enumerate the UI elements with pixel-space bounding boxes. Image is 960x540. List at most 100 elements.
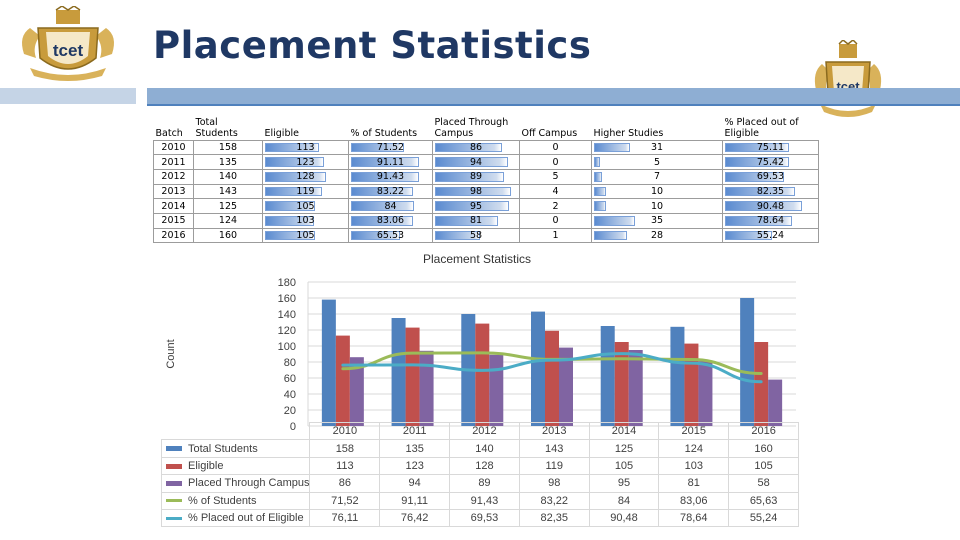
table-cell-pct_students: 91.11 (348, 154, 433, 170)
data-label: 86 (309, 474, 381, 493)
legend-label: Placed Through Campus (188, 477, 310, 490)
chart-title: Placement Statistics (422, 252, 532, 266)
bar-placed-through-campus-2013 (559, 347, 573, 426)
cell-value: 94 (469, 156, 483, 168)
data-label: 125 (588, 439, 660, 458)
table-cell-off: 2 (519, 198, 592, 214)
table-cell-eligible: 113 (262, 139, 349, 155)
bar-total-students-2011 (391, 318, 406, 426)
cell-value: 86 (469, 141, 483, 153)
legend-entry: Total Students (160, 439, 311, 458)
data-bar (265, 157, 324, 167)
y-tick-label: 60 (284, 373, 296, 385)
tcet-logo-right: tcet (812, 40, 884, 120)
x-tick-label: 2011 (379, 421, 451, 441)
table-cell-higher: 7 (591, 168, 723, 185)
table-cell-total: 160 (193, 227, 263, 244)
table-cell-batch: 2015 (153, 212, 194, 229)
table-cell-higher: 10 (591, 198, 723, 214)
data-bar (435, 171, 504, 182)
data-label: 119 (518, 456, 590, 476)
cell-value: 90.48 (756, 200, 785, 212)
svg-text:tcet: tcet (53, 41, 84, 60)
cell-value: 10 (650, 185, 664, 197)
cell-value: 140 (218, 171, 238, 183)
bar-eligible-2014 (614, 342, 629, 426)
data-bar (594, 142, 631, 153)
cell-value: 81 (469, 215, 483, 227)
data-label: 71,52 (309, 491, 381, 510)
data-bar (594, 230, 627, 241)
data-label: 78,64 (658, 508, 730, 528)
table-cell-pct_students: 91.43 (348, 168, 433, 185)
table-cell-total: 135 (193, 154, 263, 170)
y-tick-label: 140 (278, 309, 296, 321)
data-bar (265, 142, 320, 153)
col-header-placed: Placed Through Campus (434, 116, 509, 139)
table-cell-higher: 10 (591, 183, 723, 199)
data-bar (351, 142, 405, 153)
data-bar (351, 157, 420, 167)
data-label: 103 (658, 456, 730, 476)
table-cell-batch: 2011 (153, 154, 194, 170)
data-label: 82,35 (518, 508, 590, 528)
x-tick-label: 2010 (309, 421, 381, 441)
table-cell-off: 0 (519, 154, 592, 170)
cell-value: 125 (218, 200, 238, 212)
cell-value: 128 (296, 171, 315, 183)
legend-label: Total Students (188, 442, 258, 455)
cell-value: 4 (552, 185, 559, 197)
table-cell-pct_placed: 75.11 (722, 139, 819, 155)
data-label: 89 (449, 474, 520, 493)
cell-value: 2 (552, 200, 559, 212)
bar-total-students-2016 (740, 298, 755, 426)
cell-value: 105 (296, 200, 315, 212)
data-bar (725, 186, 796, 197)
cell-value: 105 (296, 229, 315, 241)
table-cell-batch: 2010 (153, 139, 194, 155)
legend-swatch (166, 446, 182, 452)
bar-placed-through-campus-2010 (349, 357, 364, 426)
table-cell-pct_placed: 90.48 (722, 198, 819, 214)
table-cell-pct_students: 83.06 (348, 212, 433, 229)
y-tick-label: 80 (284, 357, 296, 369)
data-bar (725, 157, 790, 167)
table-row: 2014 125 105 84 95 2 10 90.48 (153, 198, 819, 214)
data-bar (725, 230, 773, 241)
data-label: 124 (658, 439, 730, 458)
data-bar (351, 186, 414, 197)
data-bar (594, 215, 635, 226)
data-label: 65,63 (728, 491, 799, 510)
col-header-higher: Higher Studies (593, 127, 664, 139)
cell-value: 113 (296, 141, 315, 153)
placement-chart: Count 0 20 40 60 80 100 120 140 160 180 (160, 270, 805, 435)
table-cell-placed: 94 (432, 154, 520, 170)
data-bar (351, 171, 420, 182)
data-bar (725, 215, 793, 226)
data-label: 105 (588, 456, 660, 476)
y-tick-label: 180 (278, 277, 296, 289)
cell-value: 55.24 (756, 229, 785, 241)
cell-value: 75.42 (756, 156, 785, 168)
data-bar (435, 157, 508, 167)
tcet-logo-left: tcet (16, 6, 120, 82)
cell-value: 123 (296, 156, 315, 168)
table-cell-batch: 2013 (153, 183, 194, 199)
cell-value: 83.22 (376, 185, 405, 197)
table-cell-off: 0 (519, 212, 592, 229)
cell-value: 2016 (161, 229, 186, 241)
data-label: 140 (449, 439, 520, 458)
bar-total-students-2010 (321, 299, 336, 426)
data-bar (435, 215, 498, 226)
table-cell-placed: 98 (432, 183, 520, 199)
legend-label: Eligible (188, 459, 224, 472)
data-bar (265, 230, 316, 241)
cell-value: 158 (218, 141, 238, 153)
table-cell-batch: 2012 (153, 168, 194, 185)
data-bar (725, 142, 790, 153)
line-pct-placed-out-of-eligible (341, 352, 763, 384)
cell-value: 75.11 (756, 141, 785, 153)
legend-swatch (166, 499, 182, 503)
bar-placed-through-campus-2015 (698, 361, 713, 426)
data-label: 123 (379, 456, 451, 476)
